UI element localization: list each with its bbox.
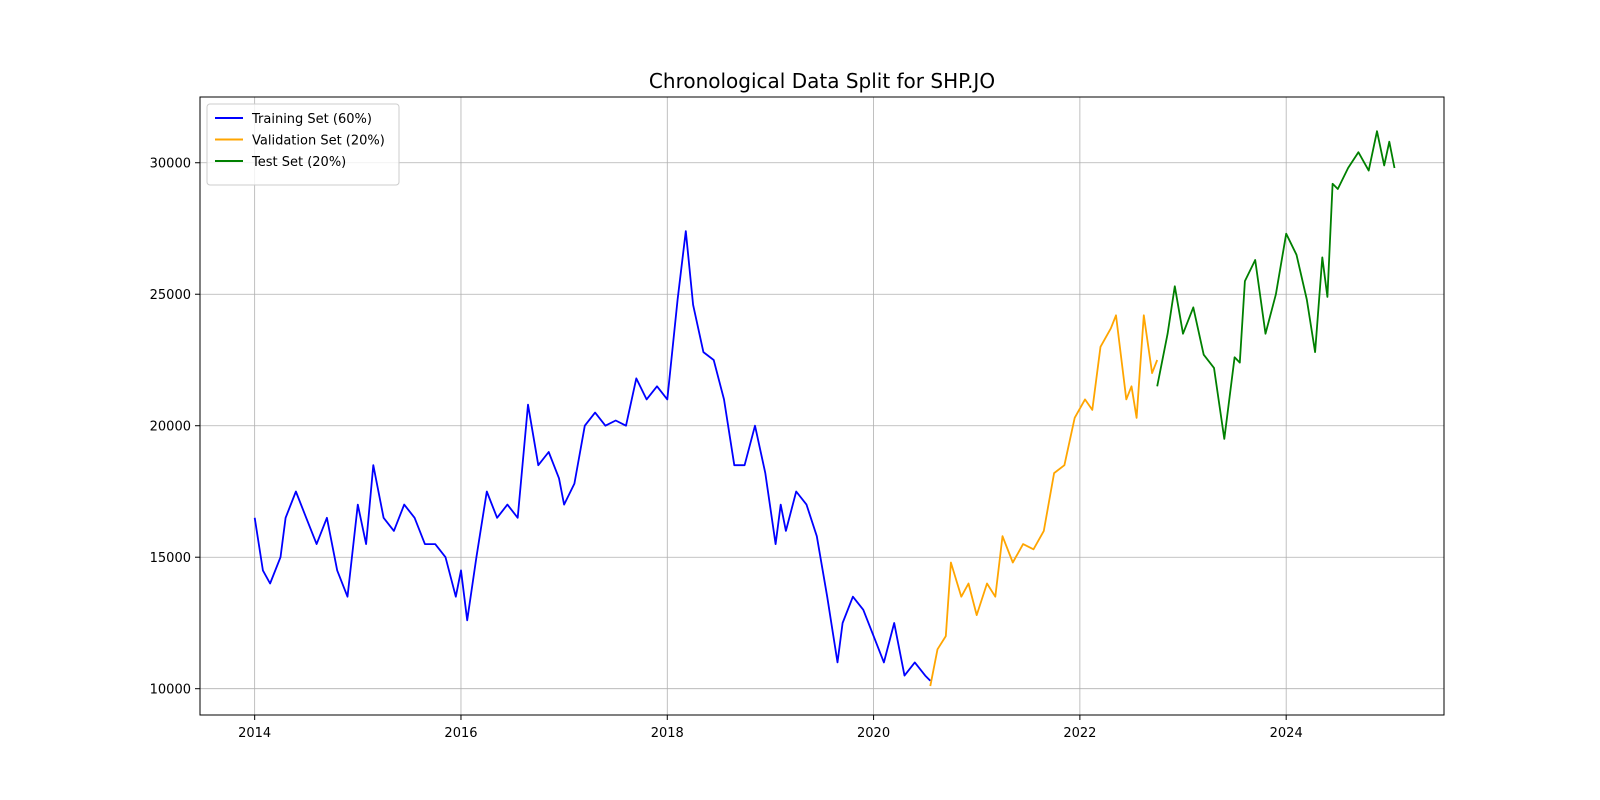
series-lines — [253, 130, 1396, 687]
y-tick-label: 20000 — [150, 420, 191, 435]
chart-title: Chronological Data Split for SHP.JO — [649, 69, 995, 93]
series-line-2 — [1156, 130, 1396, 440]
x-tick-label: 2024 — [1270, 726, 1303, 741]
grid — [200, 97, 1444, 715]
x-tick-label: 2020 — [857, 726, 890, 741]
legend-box — [206, 103, 400, 186]
y-axis: 10000 15000 20000 25000 30000 — [150, 157, 200, 698]
x-tick-label: 2018 — [651, 726, 684, 741]
y-tick-label: 10000 — [150, 683, 191, 698]
y-tick-label: 25000 — [150, 288, 191, 303]
x-tick-label: 2022 — [1063, 726, 1096, 741]
x-tick-label: 2014 — [238, 726, 271, 741]
legend: Training Set (60%) Validation Set (20%) Te… — [206, 103, 400, 186]
legend-label: Test Set (20%) — [251, 155, 346, 170]
legend-label: Training Set (60%) — [251, 112, 372, 127]
legend-label: Validation Set (20%) — [252, 134, 385, 149]
y-tick-label: 15000 — [150, 551, 191, 566]
plot-frame — [199, 96, 1445, 716]
x-axis: 2014 2016 2018 2020 2022 2024 — [238, 715, 1303, 741]
x-tick-label: 2016 — [444, 726, 477, 741]
series-line-1 — [929, 314, 1159, 687]
series-line-0 — [253, 230, 931, 682]
y-tick-label: 30000 — [150, 157, 191, 172]
